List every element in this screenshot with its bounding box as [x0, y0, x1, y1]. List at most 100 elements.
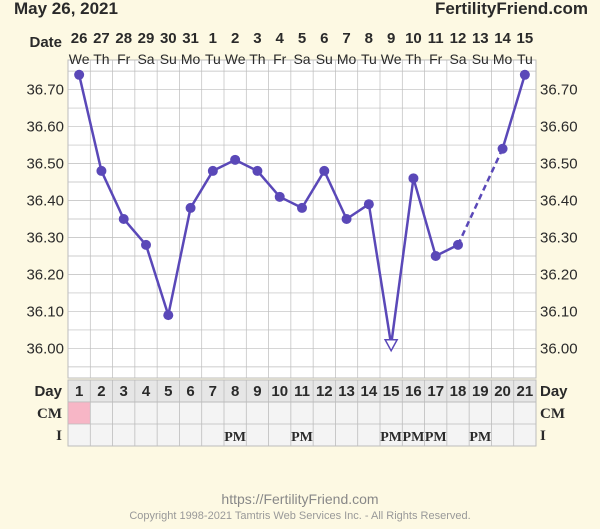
date-label: 26 — [71, 30, 88, 47]
date-label: 15 — [517, 30, 534, 47]
date-label: 2 — [231, 30, 239, 47]
weekday-label: Mo — [493, 51, 513, 67]
day-number: 20 — [494, 383, 511, 400]
temp-point — [408, 173, 419, 184]
intercourse-mark: PM — [469, 430, 491, 445]
temp-point — [297, 202, 307, 213]
date-label: 6 — [320, 30, 328, 47]
date-label: 9 — [387, 30, 395, 47]
temp-line-segment — [256, 170, 281, 198]
y-tick-label-right: 36.20 — [540, 266, 578, 283]
day-number: 12 — [316, 383, 333, 400]
y-tick-label-left: 36.20 — [26, 266, 64, 283]
weekday-label: Sa — [137, 51, 154, 67]
weekday-label: Tu — [517, 51, 533, 67]
date-label: 28 — [115, 30, 132, 47]
day-number: 18 — [450, 383, 467, 400]
temp-point — [96, 165, 107, 176]
intercourse-mark: PM — [224, 430, 246, 445]
brand-name: FertilityFriend.com — [434, 0, 588, 18]
cm-highlight-cell — [68, 402, 91, 424]
weekday-label: Th — [405, 51, 421, 67]
y-tick-label-right: 36.00 — [540, 340, 578, 357]
date-label: 7 — [342, 30, 350, 47]
temp-line-segment — [501, 74, 527, 150]
day-number: 17 — [427, 383, 444, 400]
day-row-label-left: Day — [34, 383, 62, 400]
intercourse-mark: PM — [425, 430, 447, 445]
day-number: 9 — [253, 383, 261, 400]
weekday-label: Fr — [273, 51, 287, 67]
temp-line-segment — [367, 204, 393, 345]
temp-line-segment — [412, 177, 437, 257]
date-row-label: Date — [29, 34, 62, 51]
temp-point — [163, 310, 174, 321]
temp-line-segment — [144, 244, 170, 316]
day-number: 8 — [231, 383, 239, 400]
date-label: 3 — [253, 30, 261, 47]
date-label: 1 — [209, 30, 217, 47]
date-label: 27 — [93, 30, 110, 47]
weekday-label: Sa — [449, 51, 466, 67]
y-tick-label-left: 36.00 — [26, 340, 64, 357]
day-number: 1 — [75, 383, 83, 400]
day-number: 16 — [405, 383, 422, 400]
day-number: 14 — [361, 383, 378, 400]
temp-point — [341, 214, 352, 224]
weekday-label: Fr — [429, 51, 443, 67]
day-number: 6 — [186, 383, 194, 400]
y-tick-label-right: 36.50 — [540, 156, 578, 173]
temp-point — [118, 214, 129, 224]
temp-point — [274, 191, 285, 202]
day-number: 15 — [383, 383, 400, 400]
weekday-label: Su — [160, 51, 177, 67]
y-tick-label-right: 36.30 — [540, 229, 578, 246]
y-tick-label-left: 36.50 — [26, 156, 64, 173]
date-label: 5 — [298, 30, 306, 47]
date-label: 31 — [182, 30, 199, 47]
date-label: 10 — [405, 30, 422, 47]
y-tick-label-left: 36.70 — [26, 82, 64, 99]
date-label: 29 — [138, 30, 155, 47]
cm-row-label-right: CM — [540, 406, 565, 422]
day-number: 4 — [142, 383, 151, 400]
day-number: 2 — [97, 383, 105, 400]
date-label: 8 — [365, 30, 373, 47]
weekday-label: We — [69, 51, 90, 67]
temp-point — [252, 165, 263, 176]
temp-line-segment — [189, 170, 214, 209]
weekday-label: We — [225, 51, 246, 67]
weekday-label: Th — [249, 51, 265, 67]
y-tick-label-right: 36.10 — [540, 303, 578, 320]
day-number: 13 — [338, 383, 355, 400]
y-tick-label-left: 36.40 — [26, 193, 64, 210]
intercourse-mark: PM — [291, 430, 313, 445]
date-label: 12 — [450, 30, 467, 47]
temp-line-segment — [167, 207, 192, 316]
temp-line-segment — [300, 170, 326, 209]
temp-line-segment — [100, 170, 125, 220]
cm-row-label-left: CM — [37, 406, 62, 422]
day-number: 10 — [271, 383, 288, 400]
y-tick-label-left: 36.10 — [26, 303, 64, 320]
day-number: 7 — [209, 383, 217, 400]
weekday-label: Sa — [293, 51, 310, 67]
intercourse-mark: PM — [403, 430, 425, 445]
date-label: 13 — [472, 30, 489, 47]
weekday-label: Su — [316, 51, 333, 67]
temp-line-segment — [122, 218, 147, 246]
day-number: 11 — [294, 383, 310, 400]
weekday-label: Th — [93, 51, 109, 67]
day-number: 5 — [164, 383, 172, 400]
temp-line-dashed — [456, 148, 504, 246]
day-row-label-right: Day — [540, 383, 568, 400]
temp-point-discarded — [383, 338, 399, 353]
day-number: 19 — [472, 383, 489, 400]
temp-point — [74, 69, 85, 80]
y-tick-label-right: 36.70 — [540, 82, 578, 99]
y-tick-label-left: 36.60 — [26, 119, 64, 136]
temp-point — [453, 239, 463, 250]
footer-url[interactable]: https://FertilityFriend.com — [221, 491, 379, 507]
weekday-label: Mo — [181, 51, 201, 67]
